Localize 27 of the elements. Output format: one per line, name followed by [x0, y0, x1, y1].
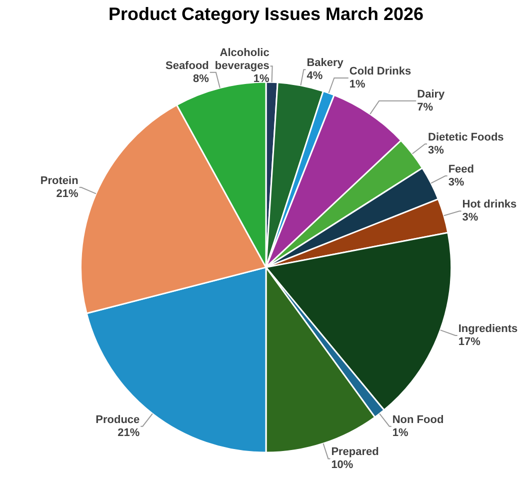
data-label: 7% [417, 101, 434, 114]
slice-label: Ingredients [458, 323, 518, 335]
data-label: 1% [392, 426, 408, 439]
slice-label: Bakery [306, 57, 344, 70]
slice-label: Hot drinks [462, 198, 517, 211]
slice-label: Non Food [392, 414, 444, 426]
data-label: 10% [331, 459, 354, 472]
data-label: 3% [448, 176, 464, 188]
data-label: 3% [462, 212, 478, 224]
data-label: 21% [118, 426, 140, 439]
slice-label: Prepared [331, 446, 379, 458]
slice-label: Protein [40, 174, 79, 187]
slice-label: Produce [96, 414, 140, 426]
data-label: 3% [428, 144, 444, 156]
data-label: 4% [306, 70, 323, 82]
slice-label: Dairy [417, 88, 446, 100]
slice-label: Dietetic Foods [428, 131, 504, 144]
data-label: 1% [349, 78, 366, 90]
chart-title: Product Category Issues March 2026 [108, 4, 424, 24]
slice-label: Feed [448, 163, 474, 176]
data-label: 21% [56, 188, 79, 200]
data-label: 8% [192, 72, 210, 85]
slice-label: Cold Drinks [349, 65, 412, 78]
data-label: 17% [458, 336, 481, 348]
data-label: 1% [253, 73, 270, 86]
slice-label: Alcoholic beverages [214, 47, 270, 72]
slice-label: Seafood [165, 60, 209, 72]
